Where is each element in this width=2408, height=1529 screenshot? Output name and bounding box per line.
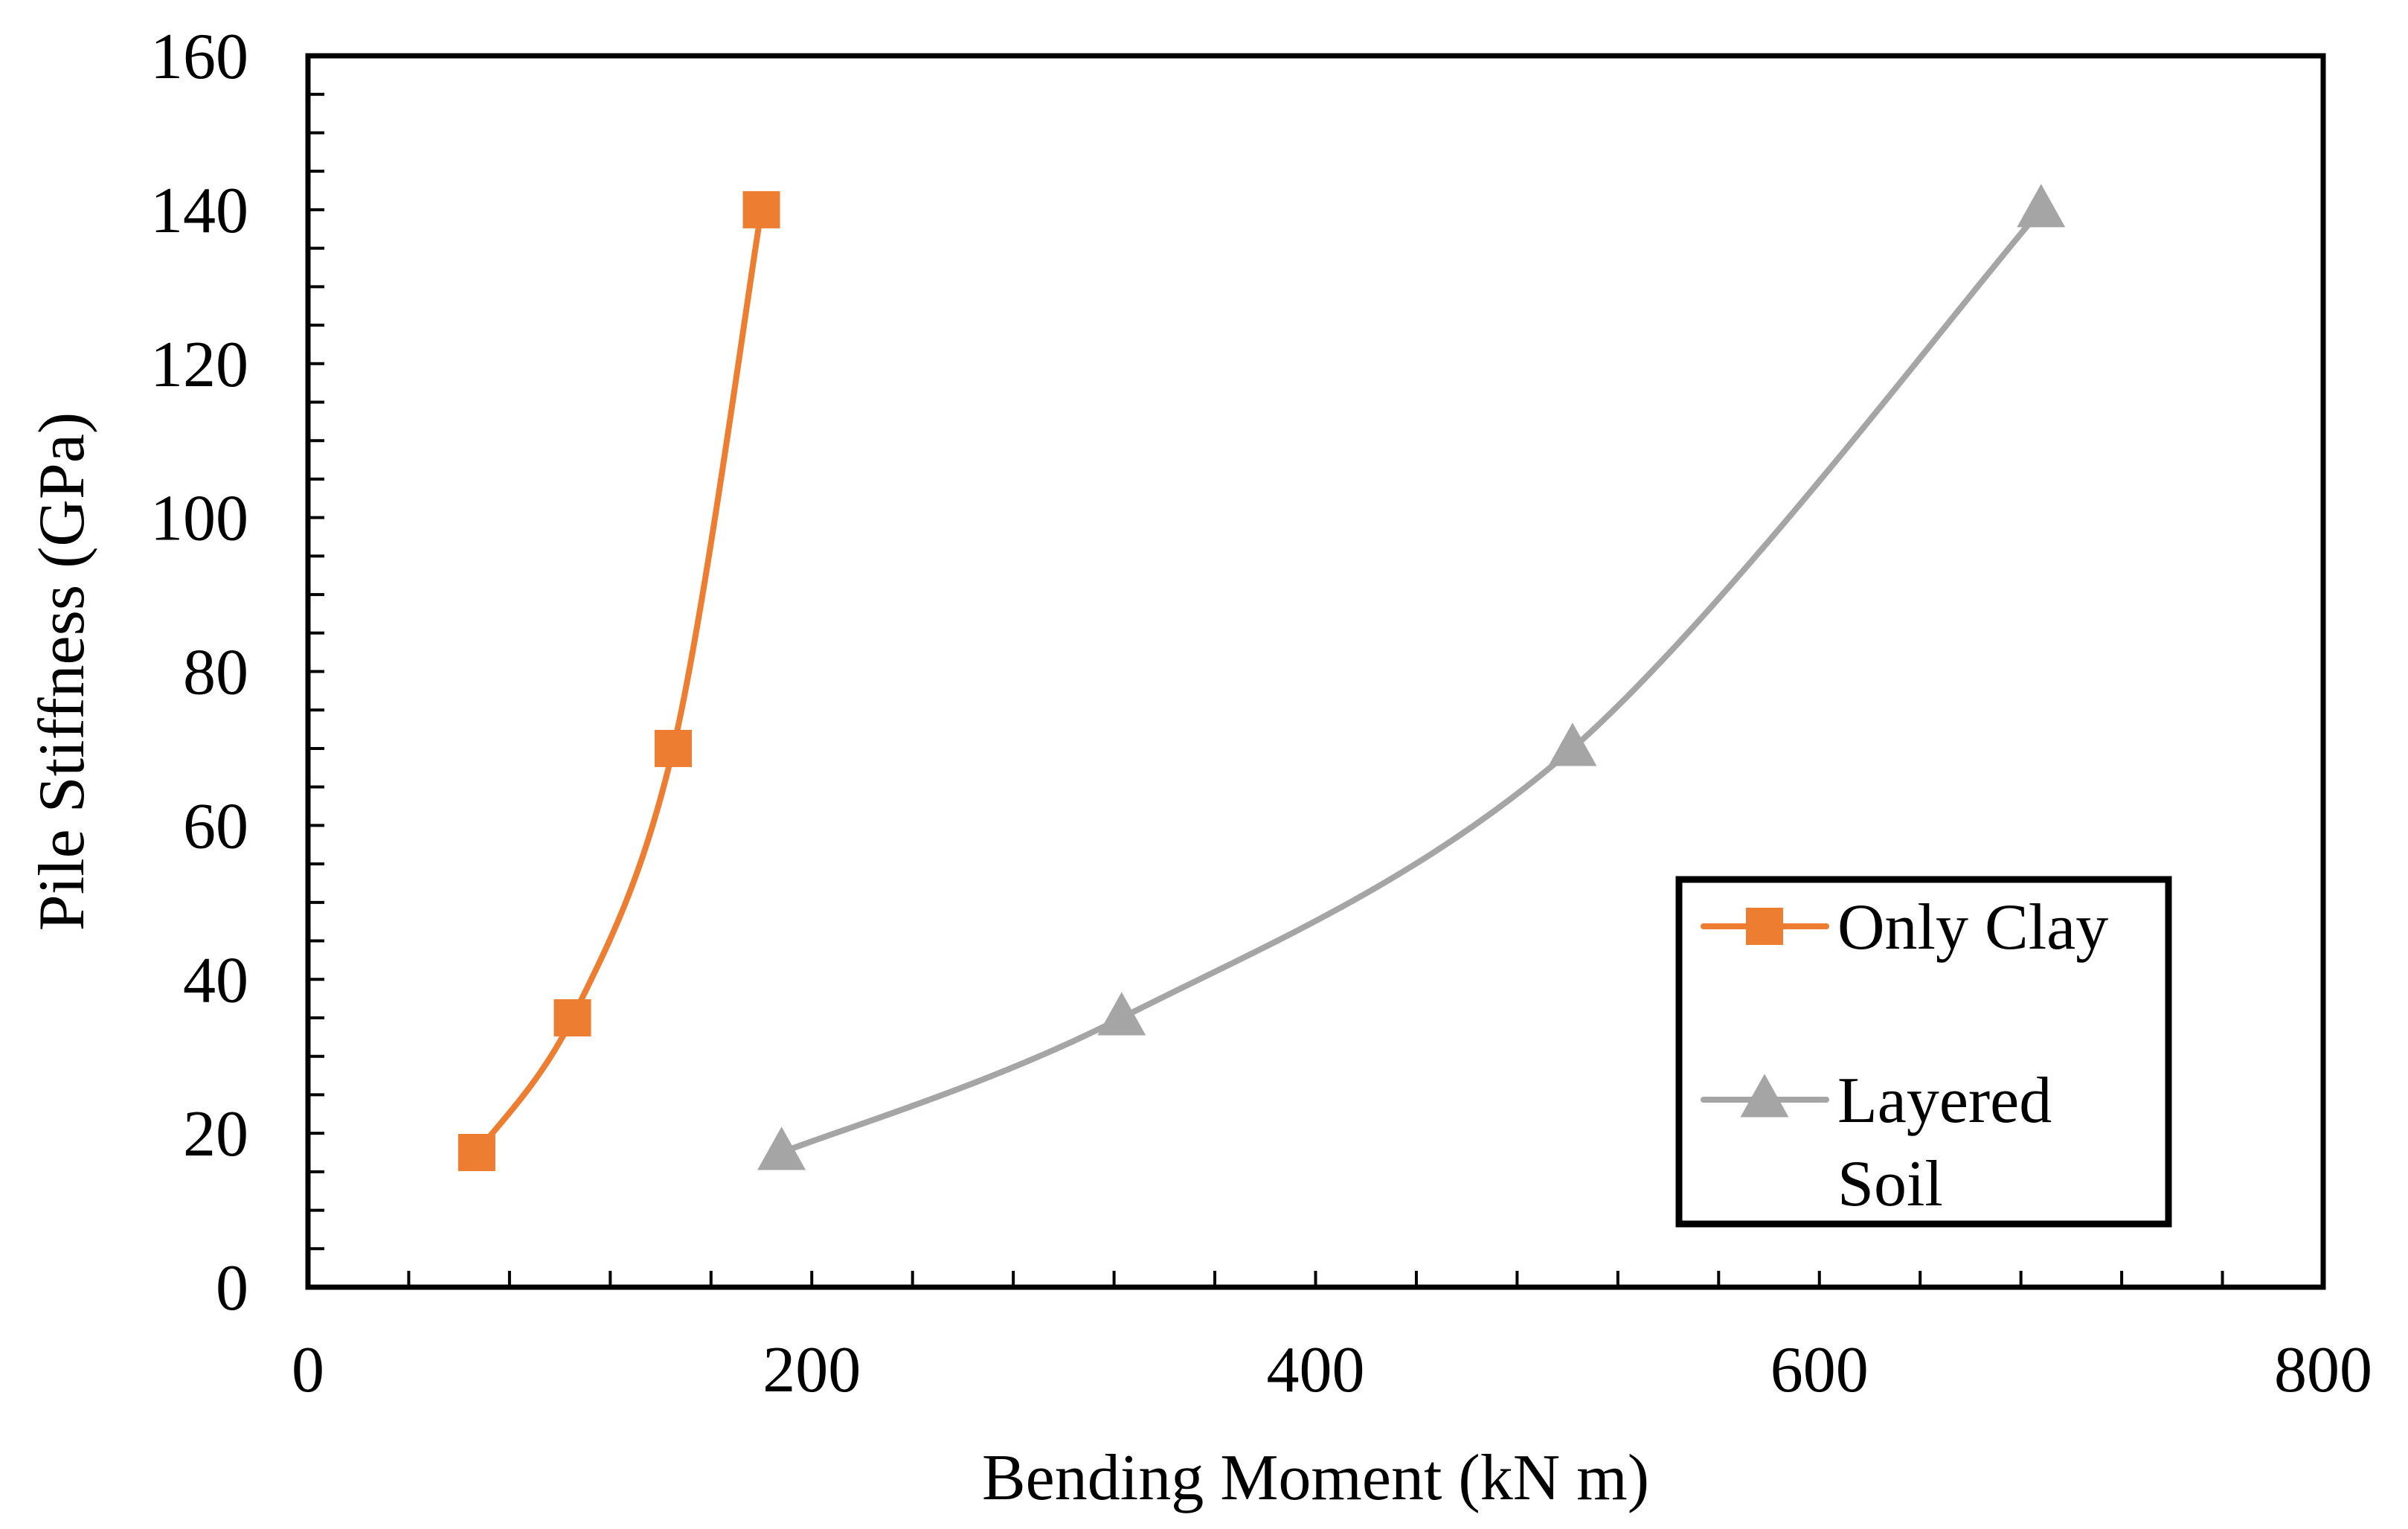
x-tick-label: 200	[762, 1334, 861, 1406]
series-only-clay	[457, 190, 780, 1171]
y-tick-label: 40	[183, 944, 248, 1016]
x-axis-tick-labels: 0 200 400 600 800	[292, 1334, 2372, 1406]
y-tick-label: 80	[183, 637, 248, 709]
y-tick-label: 100	[150, 483, 248, 555]
legend-marker-layered-soil	[1740, 1074, 1789, 1118]
data-point-layered-soil	[2017, 184, 2066, 228]
x-axis-title: Bending Moment (kN m)	[982, 1442, 1649, 1514]
data-point-only-clay	[655, 729, 693, 767]
series-line-only-clay	[473, 206, 765, 1155]
data-point-only-clay	[742, 190, 780, 228]
legend-label-only-clay: Only Clay	[1837, 891, 2108, 964]
data-point-layered-soil	[1097, 992, 1146, 1036]
x-tick-label: 0	[292, 1334, 324, 1406]
series-line-layered-soil	[778, 206, 2044, 1155]
x-tick-label: 800	[2274, 1334, 2372, 1406]
legend: Only Clay Layered Soil	[1675, 876, 2172, 1228]
y-tick-label: 0	[216, 1252, 248, 1324]
data-point-only-clay	[457, 1133, 495, 1171]
minor-ticks	[308, 92, 2224, 1287]
data-point-only-clay	[553, 999, 591, 1036]
y-axis-title: Pile Stiffness (GPa)	[26, 412, 98, 931]
data-point-layered-soil	[1548, 722, 1597, 766]
series-layer	[457, 184, 2066, 1171]
y-axis-tick-labels: 0 20 40 60 80 100 120 140 160	[150, 21, 248, 1324]
y-tick-label: 160	[150, 21, 248, 93]
data-point-layered-soil	[757, 1126, 806, 1170]
y-tick-label: 140	[150, 175, 248, 247]
x-tick-label: 600	[1770, 1334, 1869, 1406]
y-tick-label: 120	[150, 329, 248, 401]
y-tick-label: 20	[183, 1098, 248, 1170]
x-tick-label: 400	[1267, 1334, 1365, 1406]
y-tick-label: 60	[183, 790, 248, 862]
legend-entry-layered-soil: Layered Soil	[1701, 1065, 2068, 1220]
legend-label-layered-soil: Layered Soil	[1837, 1065, 2068, 1220]
legend-entry-only-clay: Only Clay	[1701, 891, 2108, 964]
legend-marker-only-clay	[1746, 908, 1783, 945]
series-layered-soil	[757, 184, 2066, 1170]
